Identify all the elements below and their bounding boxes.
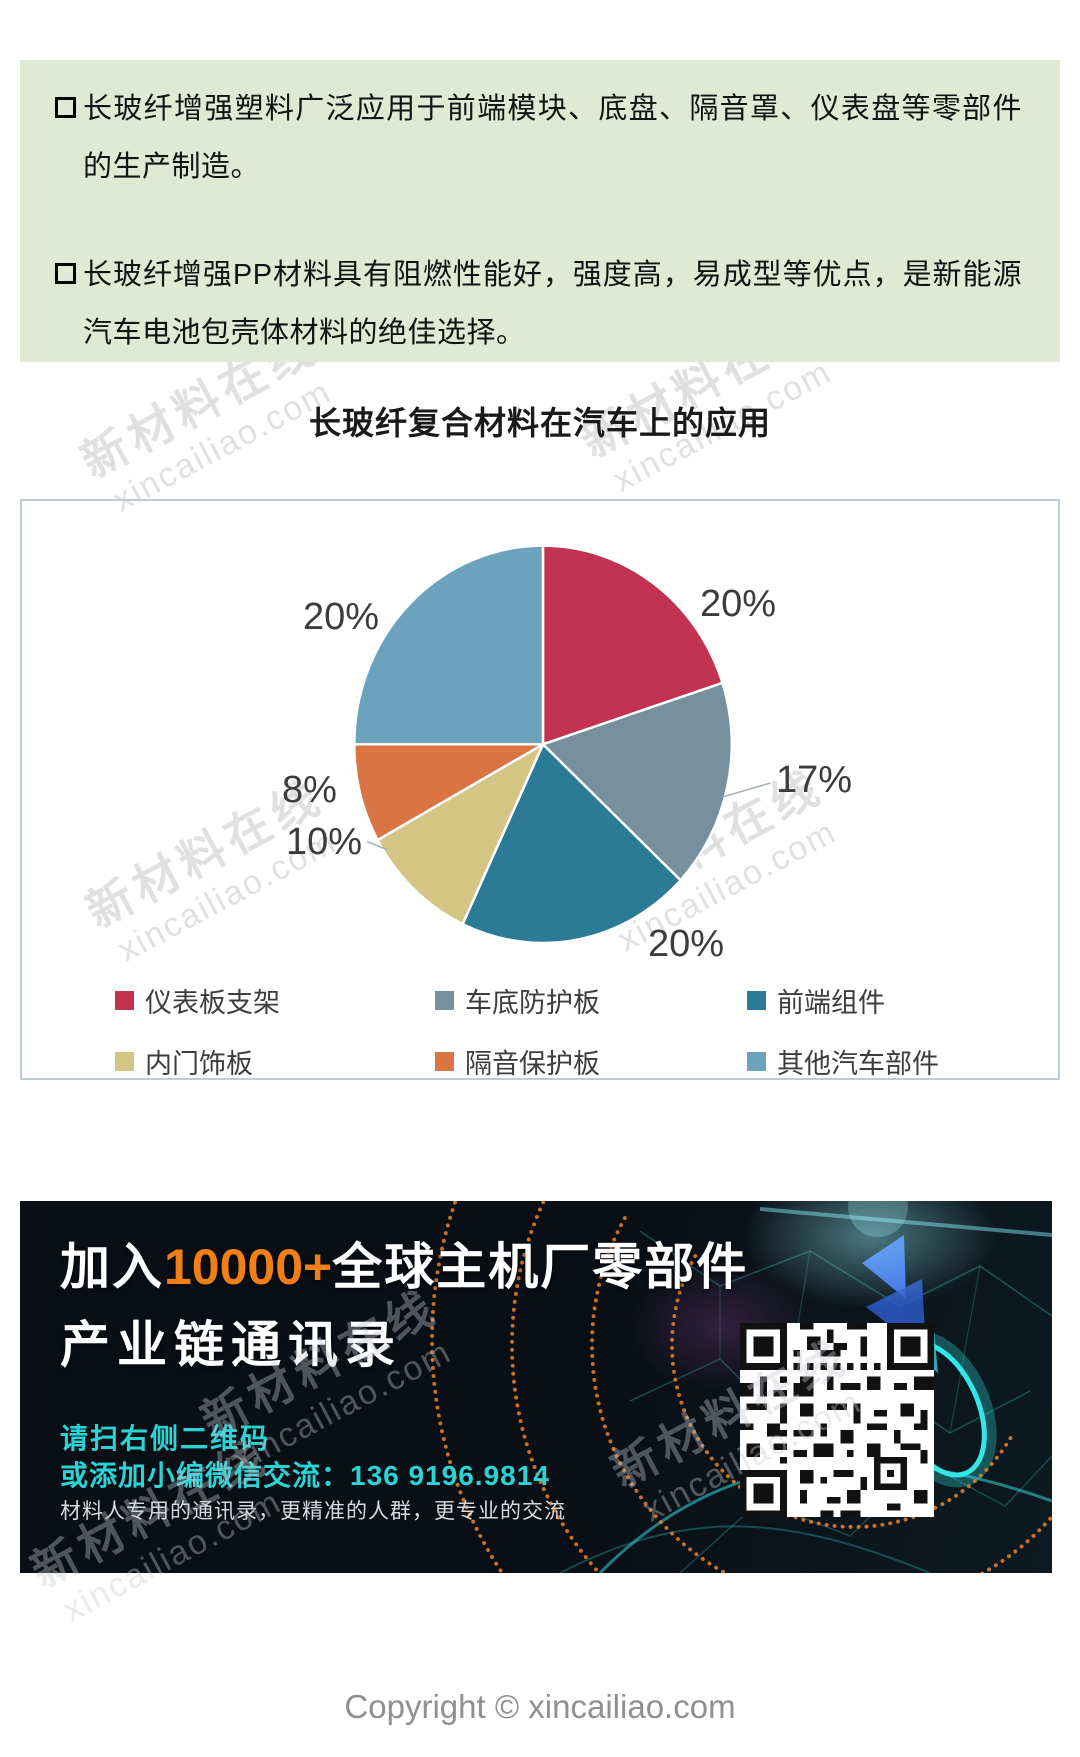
light-flare: [720, 1201, 1020, 1321]
legend-marker-icon: [435, 1052, 454, 1071]
headline-number: 10000+: [164, 1239, 333, 1295]
headline-prefix: 加入: [60, 1239, 164, 1295]
legend-label: 仪表板支架: [145, 988, 280, 1018]
pie-slice-5: [353, 544, 545, 746]
legend-label: 隔音保护板: [465, 1049, 600, 1079]
pie-label-other-parts: 20%: [303, 596, 380, 638]
intro-bullet-1-text: 长玻纤增强塑料广泛应用于前端模块、底盘、隔音罩、仪表盘等零部件的生产制造。: [83, 93, 1022, 183]
headline-suffix: 全球主机厂零部件: [332, 1239, 749, 1295]
legend-marker-icon: [115, 991, 134, 1010]
label-leader-line-10: [366, 840, 388, 851]
legend-marker-icon: [747, 1052, 766, 1071]
pie-slice-2: [461, 742, 683, 945]
pie-label-dashboard-bracket: 20%: [700, 583, 777, 625]
legend-label: 前端组件: [777, 988, 885, 1018]
chart-legend: 仪表板支架 车底防护板 前端组件 内门饰板 隔音保护板 其他汽车部件: [115, 981, 995, 1081]
intro-bullet-1: 长玻纤增强塑料广泛应用于前端模块、底盘、隔音罩、仪表盘等零部件的生产制造。: [55, 60, 1022, 196]
legend-label: 车底防护板: [465, 988, 600, 1018]
intro-bullet-2: 长玻纤增强PP材料具有阻燃性能好，强度高，易成型等优点，是新能源汽车电池包壳体材…: [55, 196, 1022, 362]
pie-label-inner-door-trim: 10%: [286, 821, 363, 863]
legend-label: 内门饰板: [145, 1049, 253, 1079]
pie-slice-3: [375, 741, 546, 926]
legend-marker-icon: [115, 1052, 134, 1071]
banner-tagline: 材料人专用的通讯录，更精准的人群，更专业的交流: [60, 1500, 566, 1523]
legend-label: 其他汽车部件: [777, 1049, 939, 1079]
pie-label-underbody-shield: 17%: [776, 759, 853, 801]
pie-chart: [353, 544, 771, 945]
pie-slice-0: [541, 544, 724, 747]
chart-title: 长玻纤复合材料在汽车上的应用: [308, 405, 771, 441]
pie-slice-1: [540, 681, 733, 883]
banner-headline-line1: 加入10000+全球主机厂零部件: [60, 1227, 748, 1299]
pie-label-sound-insulation: 8%: [282, 769, 337, 811]
qr-code: [740, 1323, 934, 1517]
legend-item: 隔音保护板: [435, 1042, 747, 1081]
checkbox-square-icon: [55, 263, 76, 284]
pie-slice-4: [353, 743, 548, 842]
label-leader-line-17: [722, 782, 771, 798]
intro-panel: 长玻纤增强塑料广泛应用于前端模块、底盘、隔音罩、仪表盘等零部件的生产制造。 长玻…: [20, 60, 1060, 362]
promo-banner[interactable]: 加入10000+全球主机厂零部件 产业链通讯录 请扫右侧二维码 或添加小编微信交…: [20, 1201, 1052, 1573]
legend-item: 仪表板支架: [115, 981, 435, 1020]
pie-chart-panel: 20% 17% 20% 10% 8% 20% 仪表板支架 车底防护板 前端组件 …: [20, 499, 1060, 1080]
legend-item: 其他汽车部件: [747, 1042, 995, 1081]
banner-cta-scan-qr: 请扫右侧二维码: [60, 1423, 271, 1454]
intro-bullet-2-text: 长玻纤增强PP材料具有阻燃性能好，强度高，易成型等优点，是新能源汽车电池包壳体材…: [83, 259, 1022, 349]
legend-marker-icon: [747, 991, 766, 1010]
legend-item: 车底防护板: [435, 981, 747, 1020]
banner-cta-wechat-phone: 或添加小编微信交流：136 9196.9814: [60, 1460, 550, 1491]
legend-item: 前端组件: [747, 981, 995, 1020]
legend-marker-icon: [435, 991, 454, 1010]
copyright-text: Copyright © xincailiao.com: [344, 1688, 736, 1725]
banner-headline-line2: 产业链通讯录: [60, 1317, 402, 1373]
pie-label-front-end-module: 20%: [648, 923, 725, 965]
checkbox-square-icon: [55, 97, 76, 118]
legend-item: 内门饰板: [115, 1042, 435, 1081]
